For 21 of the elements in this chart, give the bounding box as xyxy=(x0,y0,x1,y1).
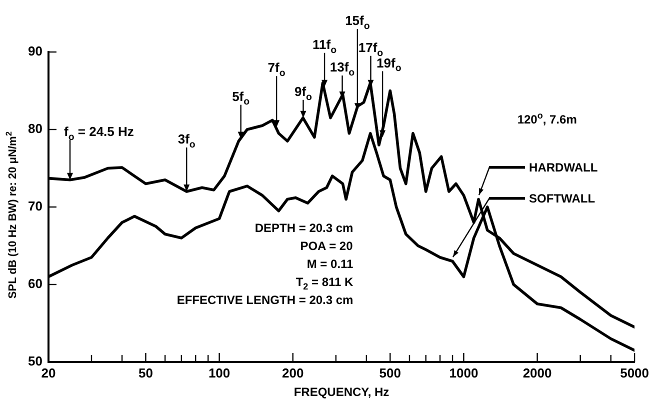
x-tick-label: 500 xyxy=(379,365,401,380)
x-tick-label: 50 xyxy=(138,365,153,380)
legend-label: SOFTWALL xyxy=(529,191,596,206)
annotation: DEPTH = 20.3 cm xyxy=(254,220,354,235)
x-tick-label: 1000 xyxy=(449,365,478,380)
y-tick-label: 80 xyxy=(28,121,42,136)
x-tick-label: 200 xyxy=(282,365,304,380)
x-tick-label: 5000 xyxy=(620,365,649,380)
y-axis-title: SPL dB (10 Hz BW) re: 20 μN/m2 xyxy=(4,131,19,299)
legend-label: HARDWALL xyxy=(529,160,598,174)
x-tick-label: 20 xyxy=(41,365,56,380)
annotation: EFFECTIVE LENGTH = 20.3 cm xyxy=(176,292,354,307)
y-tick-label: 60 xyxy=(28,276,42,292)
x-tick-label: 100 xyxy=(208,365,230,380)
x-tick-label: 2000 xyxy=(522,365,552,380)
annotation: M = 0.11 xyxy=(306,256,354,271)
y-tick-label: 70 xyxy=(28,198,42,214)
x-axis-title: FREQUENCY, Hz xyxy=(294,385,390,400)
annotation: POA = 20 xyxy=(300,238,354,253)
y-tick-label: 90 xyxy=(28,44,42,59)
y-tick-label: 50 xyxy=(28,354,42,369)
